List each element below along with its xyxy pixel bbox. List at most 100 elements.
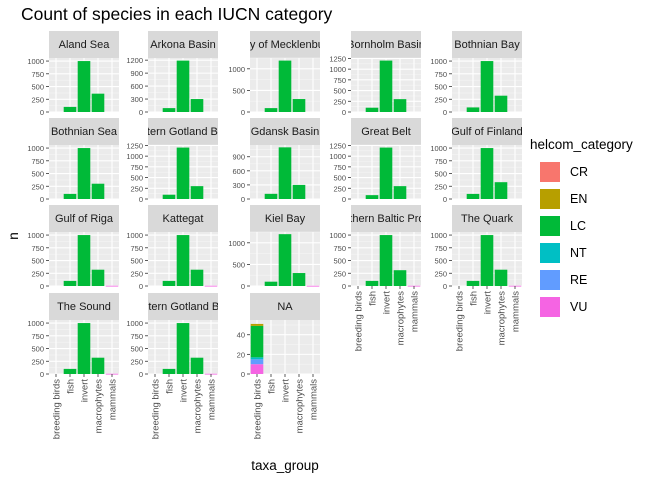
- x-tick-label: breeding birds: [151, 379, 162, 439]
- y-tick-label: 1000: [329, 231, 346, 240]
- chart-title: Count of species in each IUCN category: [21, 4, 333, 24]
- legend-item: LC: [530, 212, 670, 239]
- x-tick-label: mammals: [410, 291, 421, 332]
- x-tick-label: fish: [267, 379, 278, 394]
- legend-item: EN: [530, 185, 670, 212]
- x-tick-label: invert: [382, 291, 393, 315]
- legend-label: NT: [570, 245, 587, 260]
- facet-strip: [49, 31, 119, 58]
- bar-segment-lc: [278, 234, 292, 286]
- bar-segment-lc: [365, 280, 379, 286]
- bar-segment-lc: [393, 99, 407, 112]
- facet-label: Bornholm Basin: [347, 39, 425, 51]
- facet-strip: [351, 118, 421, 145]
- bar-segment-lc: [494, 95, 508, 112]
- bar-segment-lc: [494, 269, 508, 286]
- facet-strip: [148, 205, 218, 232]
- y-tick-label: 750: [130, 163, 143, 172]
- bar-segment-vu: [250, 364, 264, 374]
- bar-segment-lc: [190, 269, 204, 286]
- facet-panel: Aland Sea 0 250 500 750 1000: [27, 31, 119, 117]
- y-tick-label: 250: [31, 269, 44, 278]
- y-tick-label: 750: [31, 70, 44, 79]
- y-tick-label: 0: [40, 195, 44, 204]
- y-tick-label: 500: [130, 257, 143, 266]
- x-tick-label: invert: [281, 379, 292, 403]
- legend-label: LC: [570, 218, 586, 233]
- y-tick-label: 500: [333, 87, 346, 96]
- bar-segment-lc: [379, 235, 393, 286]
- x-tick-label: mammals: [309, 379, 320, 420]
- x-tick-label: breeding birds: [354, 291, 365, 351]
- bar-segment-re: [250, 359, 264, 365]
- y-tick-label: 1000: [228, 65, 245, 74]
- x-tick-label: mammals: [108, 379, 119, 420]
- bar-segment-lc: [162, 280, 176, 286]
- facet-label: Kattegat: [163, 213, 204, 225]
- y-tick-label: 0: [241, 108, 245, 117]
- facet-panel: Northern Baltic Proper 0 250 500 750 1000 bree…: [329, 205, 421, 351]
- bar-segment-lc: [63, 280, 77, 286]
- x-axis-title: taxa_group: [251, 458, 319, 473]
- y-tick-label: 1000: [430, 57, 447, 66]
- y-tick-label: 0: [241, 282, 245, 291]
- facet-panel: The Sound 0 250 500 750 1000 breeding birds fis…: [27, 293, 119, 439]
- facet-label: NA: [277, 301, 293, 313]
- y-tick-label: 0: [443, 282, 447, 291]
- facet-label: Gulf of Finland: [451, 126, 523, 138]
- bar-segment-lc: [162, 368, 176, 374]
- bar-segment-lc: [466, 107, 480, 112]
- y-axis-title: n: [6, 232, 21, 240]
- x-tick-label: mammals: [511, 291, 522, 332]
- y-tick-label: 1000: [228, 239, 245, 248]
- legend: helcom_category CR EN LC NT RE VU: [530, 137, 670, 320]
- bar-segment-lc: [466, 280, 480, 286]
- bar-segment-en: [250, 323, 264, 326]
- y-tick-label: 1250: [329, 141, 346, 150]
- x-tick-label: fish: [368, 291, 379, 306]
- bar-segment-lc: [278, 60, 292, 112]
- bar-segment-lc: [480, 61, 494, 112]
- facet-panel: NA 0 20 40 breeding birds fish invert macrophyt…: [237, 293, 320, 439]
- y-tick-label: 750: [130, 332, 143, 341]
- facet-label: Western Gotland Basin: [127, 301, 240, 313]
- facet-panel: Kattegat 0 250 500 750 1000: [126, 205, 218, 291]
- x-tick-label: macrophytes: [497, 291, 508, 346]
- y-tick-label: 600: [130, 82, 143, 91]
- bar-segment-lc: [480, 235, 494, 286]
- facet-label: The Quark: [461, 213, 513, 225]
- bar-segment-lc: [379, 60, 393, 112]
- y-tick-label: 750: [434, 244, 447, 253]
- y-tick-label: 0: [342, 108, 346, 117]
- y-tick-label: 0: [40, 108, 44, 117]
- y-tick-label: 500: [130, 345, 143, 354]
- x-tick-label: fish: [66, 379, 77, 394]
- bar-segment-lc: [494, 182, 508, 199]
- bar-segment-lc: [292, 99, 306, 112]
- x-tick-label: macrophytes: [193, 379, 204, 434]
- legend-label: VU: [570, 299, 588, 314]
- facet-strip: [49, 293, 119, 320]
- y-tick-label: 40: [237, 331, 245, 340]
- y-tick-label: 250: [333, 269, 346, 278]
- y-tick-label: 250: [130, 357, 143, 366]
- y-tick-label: 250: [434, 269, 447, 278]
- bar-segment-lc: [264, 108, 278, 112]
- bar-segment-lc: [365, 195, 379, 199]
- legend-label: RE: [570, 272, 588, 287]
- bar-segment-lc: [190, 357, 204, 374]
- facet-strip: [452, 205, 522, 232]
- facet-strip: [351, 31, 421, 58]
- facet-strip: [250, 118, 320, 145]
- y-tick-label: 300: [130, 95, 143, 104]
- facet-strip: [250, 293, 320, 320]
- x-tick-label: macrophytes: [295, 379, 306, 434]
- y-tick-label: 500: [232, 260, 245, 269]
- y-tick-label: 1000: [126, 319, 143, 328]
- x-tick-label: mammals: [207, 379, 218, 420]
- bar-segment-lc: [264, 193, 278, 199]
- bar-segment-lc: [250, 325, 264, 358]
- facet-strip: [250, 31, 320, 58]
